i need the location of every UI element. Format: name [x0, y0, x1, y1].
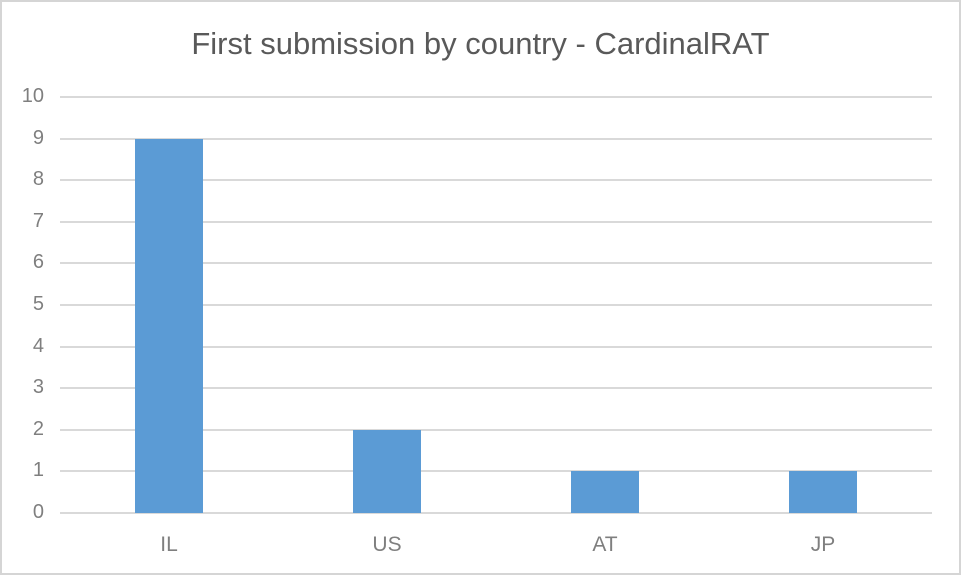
bar-at [571, 471, 639, 513]
y-tick-label: 6 [32, 251, 44, 274]
y-tick-label: 7 [32, 209, 44, 232]
bar-jp [789, 471, 857, 513]
x-tick-label: IL [160, 533, 178, 556]
gridline [60, 387, 932, 390]
y-tick-label: 1 [32, 459, 44, 482]
gridline [60, 345, 932, 348]
x-tick-label: JP [810, 533, 836, 556]
y-tick-label: 8 [32, 168, 44, 191]
y-tick-label: 4 [32, 334, 44, 357]
gridline [60, 179, 932, 182]
gridline [60, 262, 932, 265]
x-tick-label: AT [592, 533, 618, 556]
gridline [60, 96, 932, 98]
gridline [60, 470, 932, 473]
y-tick-label: 0 [32, 501, 44, 523]
y-tick-label: 3 [32, 376, 44, 399]
y-tick-label: 5 [32, 293, 44, 315]
gridline [60, 304, 932, 306]
gridline [60, 428, 932, 431]
y-tick-label: 2 [32, 417, 44, 440]
y-tick-label: 9 [32, 126, 44, 149]
chart-title: First submission by country - CardinalRA… [191, 26, 770, 61]
plot-area [60, 96, 932, 514]
gridline [60, 220, 932, 223]
bar-il [135, 138, 203, 513]
gridline [60, 512, 932, 514]
bar-us [353, 429, 421, 513]
x-tick-label: US [372, 533, 402, 556]
gridline [60, 137, 932, 140]
y-tick-label: 10 [21, 85, 44, 107]
